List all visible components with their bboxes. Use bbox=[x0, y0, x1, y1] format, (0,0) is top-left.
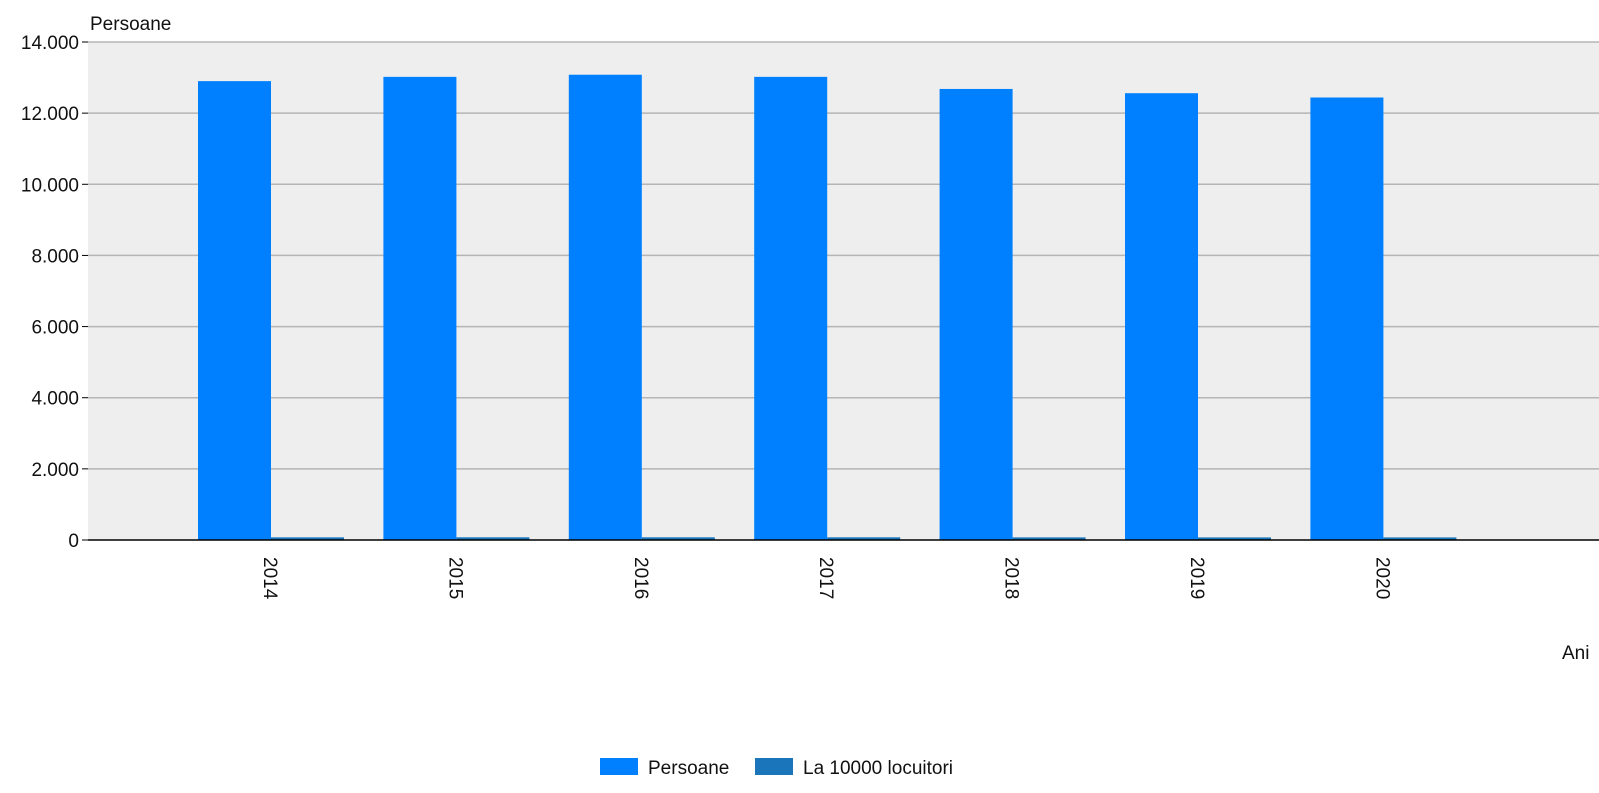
bar-persoane bbox=[1310, 97, 1384, 541]
y-tick-label: 4.000 bbox=[31, 389, 79, 410]
legend: Persoane La 10000 locuitori bbox=[600, 758, 953, 779]
bar-persoane bbox=[198, 81, 271, 540]
legend-swatch bbox=[600, 758, 638, 775]
x-tick-label: 2017 bbox=[815, 557, 836, 599]
y-axis-title: Persoane bbox=[90, 14, 171, 35]
bar-la-10000-locuitori bbox=[827, 537, 901, 540]
x-tick-label: 2018 bbox=[1001, 557, 1022, 599]
bar-la-10000-locuitori bbox=[1012, 537, 1086, 540]
legend-label: La 10000 locuitori bbox=[803, 758, 953, 779]
bar-persoane bbox=[1125, 93, 1198, 541]
bar-la-10000-locuitori bbox=[641, 537, 715, 540]
x-tick-label: 2020 bbox=[1371, 557, 1392, 599]
x-tick-label: 2014 bbox=[259, 557, 280, 600]
bar-la-10000-locuitori bbox=[271, 537, 344, 540]
bar-la-10000-locuitori bbox=[1198, 537, 1271, 540]
y-tick-label: 2.000 bbox=[31, 460, 79, 481]
bar-persoane bbox=[939, 88, 1013, 540]
y-tick-label: 12.000 bbox=[21, 104, 79, 125]
x-axis-ticks: 2014 2015 2016 2017 2018 2019 2020 bbox=[259, 557, 1392, 600]
x-axis-title: Ani bbox=[1562, 643, 1589, 664]
legend-swatch bbox=[755, 758, 793, 775]
bar-persoane bbox=[383, 76, 457, 541]
y-tick-label: 8.000 bbox=[31, 246, 79, 267]
bar-persoane bbox=[568, 74, 642, 541]
bar-persoane bbox=[754, 76, 828, 541]
y-tick-label: 0 bbox=[68, 531, 79, 552]
bars bbox=[198, 74, 1457, 541]
bar-la-10000-locuitori bbox=[1383, 537, 1457, 540]
x-tick-label: 2016 bbox=[630, 557, 651, 599]
x-tick-label: 2019 bbox=[1186, 557, 1207, 599]
y-tick-label: 14.000 bbox=[21, 33, 79, 54]
x-tick-label: 2015 bbox=[444, 557, 465, 599]
legend-label: Persoane bbox=[648, 758, 729, 779]
y-tick-label: 10.000 bbox=[21, 175, 79, 196]
y-axis-ticks: 0 2.000 4.000 6.000 8.000 10.000 12.000 14.000 bbox=[21, 33, 88, 552]
y-tick-label: 6.000 bbox=[31, 318, 79, 339]
bar-la-10000-locuitori bbox=[456, 537, 530, 540]
